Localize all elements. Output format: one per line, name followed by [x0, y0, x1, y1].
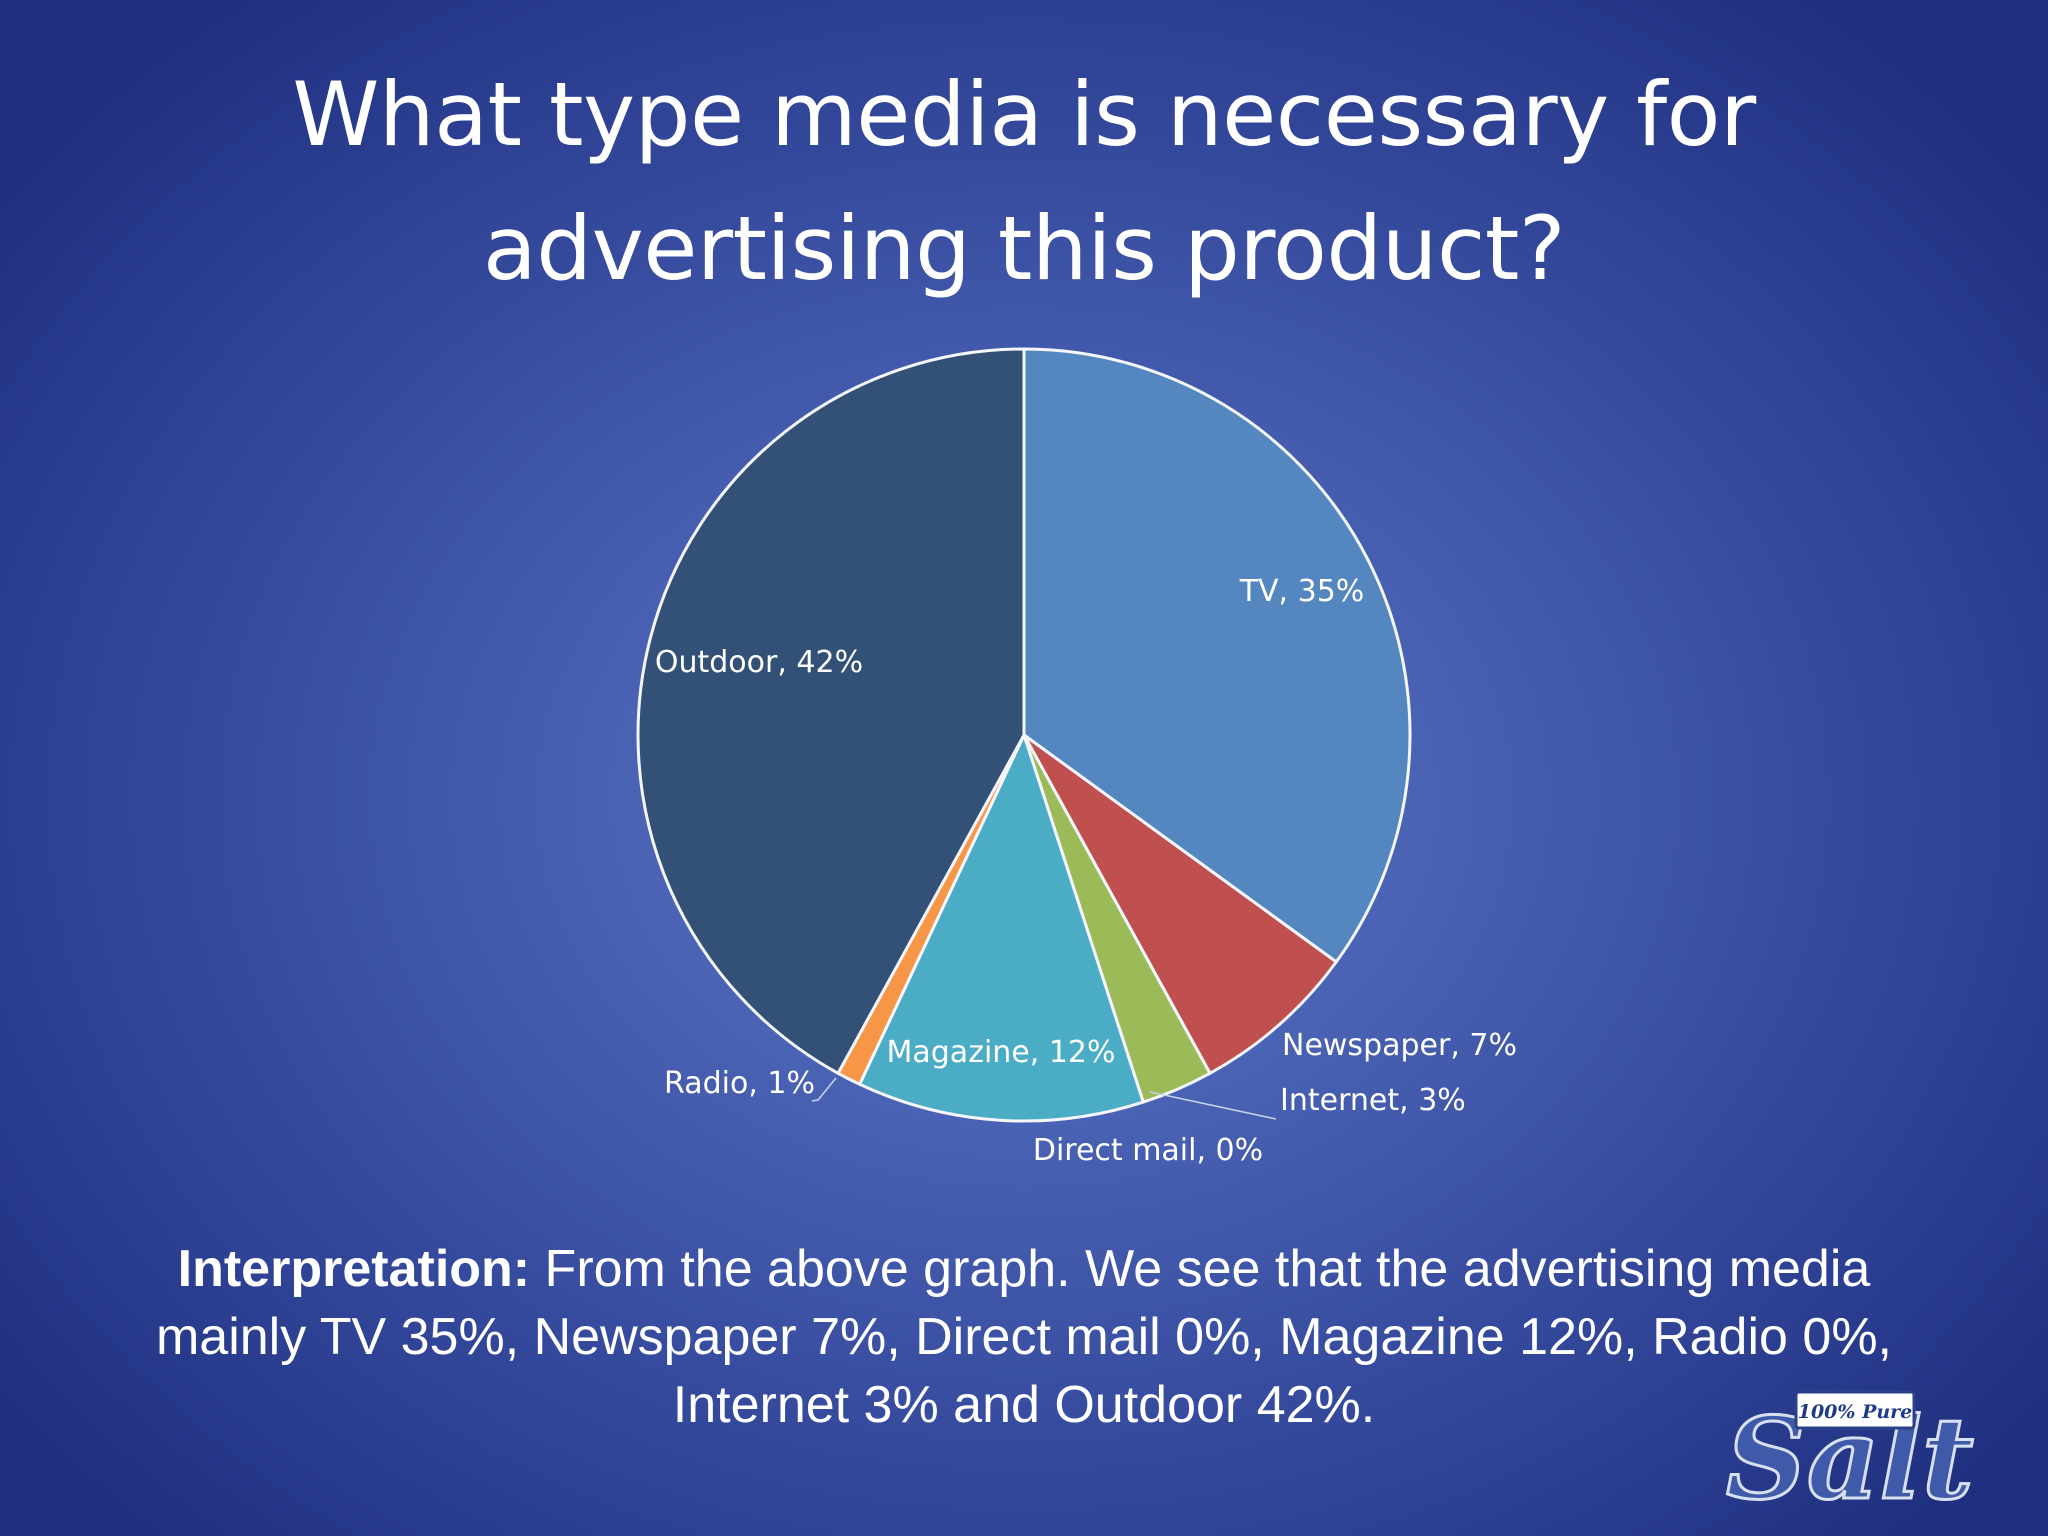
pie-slice-tv	[1022, 347, 1412, 964]
slice-label-newspaper: Newspaper, 7%	[1282, 1028, 1517, 1063]
pie-slice-outdoor	[636, 347, 1026, 1075]
slice-label-tv: TV, 35%	[1239, 574, 1365, 609]
pie-slices	[636, 347, 1412, 1123]
slice-labels: TV, 35% Newspaper, 7% Internet, 3% Direct m…	[655, 574, 1517, 1168]
pie-slice-newspaper	[1022, 733, 1338, 1075]
title-line-1: What type media is necessary for	[292, 63, 1756, 166]
salt-logo: Salt 100% Pure	[1725, 1390, 1975, 1510]
title-line-2: advertising this product?	[482, 197, 1566, 300]
slice-label-outdoor: Outdoor, 42%	[655, 645, 863, 680]
slide-title: What type media is necessary for adverti…	[0, 48, 2048, 316]
pie-slice-magazine	[858, 733, 1145, 1123]
slice-label-internet: Internet, 3%	[1280, 1083, 1466, 1118]
leader-lines	[811, 1077, 1277, 1120]
logo-badge-text: 100% Pure	[1798, 1401, 1913, 1423]
leader-line-radio	[811, 1077, 837, 1102]
slice-label-radio: Radio, 1%	[664, 1066, 815, 1101]
interpretation-text: Interpretation: From the above graph. We…	[150, 1235, 1898, 1439]
slice-label-magazine: Magazine, 12%	[887, 1035, 1116, 1070]
leader-line-internet	[1149, 1091, 1277, 1120]
interpretation-heading: Interpretation:	[177, 1240, 531, 1298]
slice-label-direct-mail: Direct mail, 0%	[1033, 1133, 1263, 1168]
logo-badge	[1794, 1390, 1916, 1430]
interpretation-body: From the above graph. We see that the ad…	[155, 1240, 1893, 1434]
